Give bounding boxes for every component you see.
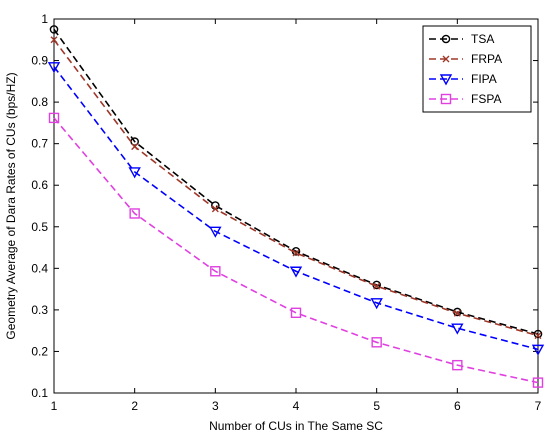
data-point-square xyxy=(452,359,463,371)
y-tick-label: 0.9 xyxy=(31,54,48,68)
y-tick-label: 0.6 xyxy=(31,178,48,192)
x-tick-label: 6 xyxy=(454,399,461,413)
legend-item: FRPA xyxy=(429,52,502,66)
x-tick-label: 2 xyxy=(131,399,138,413)
y-tick-label: 0.4 xyxy=(31,261,48,275)
y-tick-label: 0.5 xyxy=(31,220,48,234)
series-line xyxy=(53,117,539,384)
y-tick-label: 0.3 xyxy=(31,303,48,317)
data-point-x xyxy=(453,309,461,317)
series-fipa xyxy=(47,62,545,356)
legend-item: FIPA xyxy=(429,72,497,86)
legend: TSA FRPA FIPA FSPA xyxy=(422,25,532,113)
data-point-square xyxy=(371,337,382,348)
data-point-square xyxy=(48,112,60,124)
y-tick-label: 0.2 xyxy=(31,344,48,358)
data-point-x xyxy=(131,143,139,151)
y-axis-title: Geometry Average of Dara Rates of CUs (b… xyxy=(4,72,18,339)
y-tick-label: 0.8 xyxy=(31,95,48,109)
data-point-square xyxy=(290,307,302,318)
series-line xyxy=(53,28,539,335)
x-tick-label: 1 xyxy=(51,399,58,413)
data-point-x xyxy=(442,55,450,63)
legend-label: TSA xyxy=(471,32,494,46)
legend-item: FSPA xyxy=(429,92,501,106)
data-point-x xyxy=(534,332,542,340)
legend-label: FRPA xyxy=(471,52,502,66)
data-point-triangle-down xyxy=(289,266,303,278)
data-point-square xyxy=(440,93,452,105)
x-tick-label: 5 xyxy=(373,399,380,413)
data-point-square xyxy=(532,377,544,388)
series-layer xyxy=(47,25,545,388)
legend-label: FSPA xyxy=(471,92,501,106)
x-axis-title: Number of CUs in The Same SC xyxy=(209,419,383,433)
data-point-x xyxy=(50,36,58,44)
series-frpa xyxy=(50,36,542,340)
data-point-triangle-down xyxy=(531,344,545,356)
data-point-x xyxy=(292,249,300,257)
x-tick-label: 3 xyxy=(212,399,219,413)
series-line xyxy=(53,66,539,351)
data-point-triangle-down xyxy=(209,226,222,238)
x-tick-label: 7 xyxy=(535,399,542,413)
data-point-triangle-down xyxy=(451,323,464,335)
data-point-x xyxy=(373,282,381,290)
legend-item: TSA xyxy=(429,32,494,46)
y-tick-label: 1 xyxy=(41,12,48,26)
legend-label: FIPA xyxy=(471,72,497,86)
data-point-square xyxy=(210,266,221,277)
y-tick-label: 0.1 xyxy=(31,386,48,400)
data-point-x xyxy=(211,205,219,213)
ticks-layer: 1 2 3 4 5 6 7 0.1 0.2 0.3 0.4 0.5 0.6 0.7 0.8 0.9 1 xyxy=(31,12,541,413)
data-point-square xyxy=(129,208,140,219)
data-point-triangle-down xyxy=(47,62,61,74)
data-point-circle xyxy=(533,329,543,339)
x-tick-label: 4 xyxy=(293,399,300,413)
data-point-triangle-down xyxy=(439,74,453,86)
data-point-triangle-down xyxy=(128,167,141,179)
data-point-circle xyxy=(49,25,59,34)
data-point-triangle-down xyxy=(370,298,383,310)
data-point-circle xyxy=(441,34,451,44)
series-fspa xyxy=(48,112,544,388)
y-tick-label: 0.7 xyxy=(31,137,48,151)
